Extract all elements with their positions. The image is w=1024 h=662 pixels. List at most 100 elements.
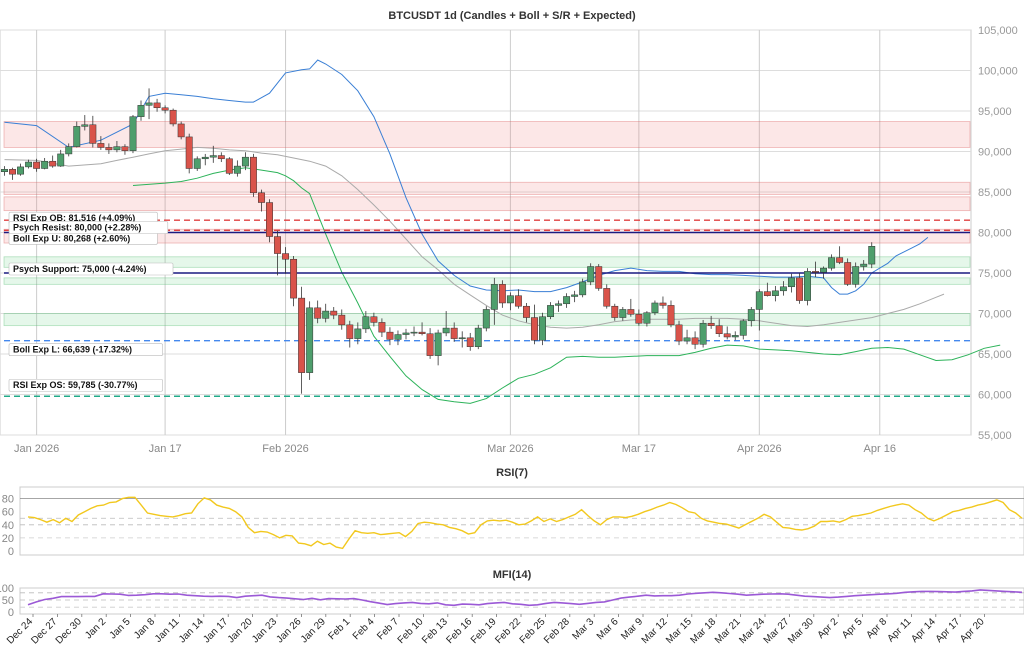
x-tick-label: Dec 24 <box>5 616 35 646</box>
level-annotation-box <box>8 262 174 276</box>
level-annotation: RSI Exp OS: 59,785 (-30.77%) <box>8 378 163 392</box>
candle-body <box>394 334 402 340</box>
candle-body <box>579 281 587 296</box>
candle-body <box>153 102 161 109</box>
level-annotation-text: Boll Exp U: 80,268 (+2.60%) <box>13 233 130 243</box>
x-tick-label: Apr 20 <box>958 616 987 645</box>
x-tick-label: Feb 4 <box>351 616 377 642</box>
level-annotation-text: RSI Exp OS: 59,785 (-30.77%) <box>13 380 138 390</box>
candle-body <box>177 123 185 138</box>
x-tick-label: Jan 23 <box>250 616 279 645</box>
level-annotation-box <box>8 343 163 357</box>
rsi-y-tick-label: 80 <box>2 494 14 506</box>
candle-body <box>490 284 498 310</box>
candle-body <box>418 331 426 335</box>
candle-body <box>739 320 747 336</box>
candle-body <box>820 267 828 273</box>
candle-body <box>723 333 731 338</box>
x-tick-label: Feb 10 <box>396 616 426 646</box>
price-y-tick-label: 70,000 <box>978 309 1012 321</box>
price-x-date-label: Jan 17 <box>149 443 182 455</box>
level-annotation-box <box>8 221 169 234</box>
candle-body <box>852 266 860 285</box>
rsi-line <box>27 496 1023 550</box>
candle-body <box>129 116 137 151</box>
candle-body <box>65 146 73 155</box>
candle-body <box>683 337 691 342</box>
x-tick-label: Feb 1 <box>326 616 352 642</box>
candle-body <box>426 333 434 356</box>
candle-body <box>747 309 755 322</box>
mfi-y-tick-label: 0 <box>8 607 14 619</box>
candle-body <box>828 257 836 269</box>
price-y-tick-label: 105,000 <box>978 25 1018 37</box>
x-tick-label: Apr 2 <box>816 616 841 641</box>
price-y-tick-label: 75,000 <box>978 268 1012 280</box>
candle-body <box>241 156 249 167</box>
candle-body <box>282 253 290 260</box>
level-annotation: Psych Support: 75,000 (-4.24%) <box>8 262 174 276</box>
candle-body <box>370 316 378 323</box>
x-tick-label: Jan 17 <box>201 616 230 645</box>
candle-body <box>836 257 844 263</box>
rsi-title: RSI(7) <box>496 467 528 479</box>
candle-body <box>523 305 530 318</box>
x-tick-label: Mar 15 <box>664 616 694 646</box>
x-tick-label: Jan 20 <box>226 616 255 645</box>
candle-body <box>860 263 868 267</box>
price-x-date-label: Mar 17 <box>622 443 656 455</box>
level-annotation: Boll Exp U: 80,268 (+2.60%) <box>8 232 158 245</box>
mfi-line <box>27 589 1023 607</box>
x-tick-label: Feb 25 <box>518 616 548 646</box>
candle-body <box>450 327 458 339</box>
candle-body <box>779 286 787 292</box>
candle-body <box>378 322 386 333</box>
candle-body <box>675 324 683 342</box>
bollinger-lower-line <box>132 167 1001 404</box>
candle-body <box>539 316 546 341</box>
candle-body <box>442 327 450 334</box>
candle-body <box>338 314 346 326</box>
x-tick-label: Apr 14 <box>909 616 938 645</box>
candle-body <box>482 309 490 329</box>
candle-body <box>563 296 571 305</box>
x-tick-label: Mar 18 <box>689 616 719 646</box>
support-zone <box>3 277 971 285</box>
candle-body <box>33 161 41 169</box>
candle-body <box>145 102 153 106</box>
x-tick-label: Jan 29 <box>299 616 328 645</box>
x-tick-label: Jan 14 <box>177 616 206 645</box>
candle-body <box>41 160 49 169</box>
candle-body <box>386 331 394 340</box>
mfi-y-tick-label: 100 <box>0 583 14 595</box>
candle-body <box>57 153 65 167</box>
candle-body <box>699 322 707 345</box>
x-tick-label: Apr 11 <box>885 616 913 644</box>
x-tick-label: Jan 2 <box>83 616 108 641</box>
candle-body <box>314 307 322 319</box>
candle-body <box>659 302 667 306</box>
candle-body <box>161 107 169 111</box>
candle-body <box>266 202 273 237</box>
candle-body <box>201 156 209 160</box>
price-x-date-label: Apr 2026 <box>737 443 782 455</box>
candle-body <box>868 246 876 265</box>
candle-body <box>804 271 811 301</box>
candle-body <box>787 277 795 288</box>
candle-body <box>354 328 362 339</box>
candle-body <box>547 305 554 317</box>
price-x-date-label: Apr 16 <box>864 443 896 455</box>
candle-body <box>763 291 771 296</box>
candle-body <box>249 156 257 194</box>
x-tick-label: Feb 19 <box>469 616 499 646</box>
candle-body <box>137 105 145 117</box>
support-zone <box>3 256 971 268</box>
x-tick-label: Jan 5 <box>108 616 133 641</box>
x-tick-label: Feb 13 <box>420 616 450 646</box>
price-y-tick-label: 85,000 <box>978 187 1012 199</box>
price-panel: RSI Exp OB: 81,516 (+4.09%) Boll Exp U: 8… <box>0 25 1018 455</box>
x-tick-label: Mar 3 <box>570 616 596 642</box>
x-tick-label: Apr 17 <box>934 616 963 645</box>
price-y-tick-label: 95,000 <box>978 106 1012 118</box>
